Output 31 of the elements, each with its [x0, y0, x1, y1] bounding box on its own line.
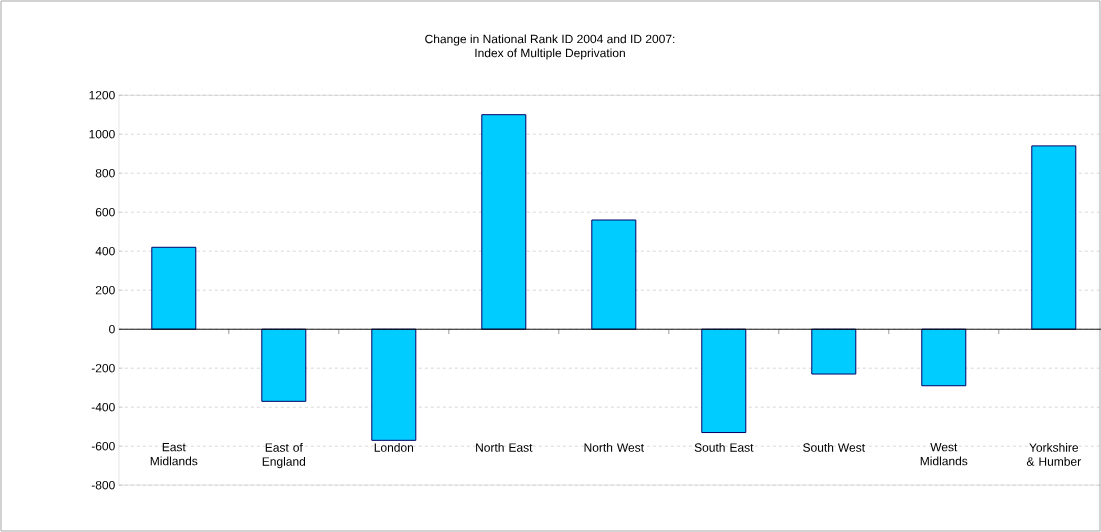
x-tick-label: East Midlands — [150, 442, 198, 466]
x-tick-label: South East — [694, 442, 754, 452]
bar — [1031, 145, 1077, 330]
bar — [921, 328, 967, 387]
y-tick-label: 400 — [95, 246, 115, 256]
y-tick-label: -600 — [91, 441, 115, 451]
x-tick-label: Yorkshire & Humber — [1026, 442, 1081, 466]
y-tick-label: 0 — [109, 324, 115, 334]
bar — [591, 219, 637, 330]
y-tick-label: 800 — [95, 168, 115, 178]
bar — [261, 328, 307, 402]
bar — [371, 328, 417, 441]
y-tick-label: 1200 — [89, 90, 115, 100]
bar — [481, 114, 527, 330]
y-tick-label: -400 — [91, 402, 115, 412]
y-tick-label: -200 — [91, 363, 115, 373]
y-tick-label: 600 — [95, 207, 115, 217]
x-tick-label: East of England — [262, 442, 306, 469]
x-tick-label: North East — [476, 442, 533, 452]
chart-subtitle: Index of Multiple Deprivation — [475, 48, 625, 60]
bar — [151, 246, 197, 330]
x-tick-label: South West — [803, 442, 865, 452]
x-tick-label: West Midlands — [920, 442, 968, 466]
bar — [811, 328, 857, 375]
x-tick-label: North West — [584, 442, 644, 452]
y-tick-label: -800 — [91, 480, 115, 490]
bar — [701, 328, 747, 434]
y-tick-label: 200 — [95, 285, 115, 295]
y-tick-label: 1000 — [89, 129, 115, 139]
chart-title: Change in National Rank ID 2004 and ID 2007: — [425, 34, 675, 46]
x-tick-label: London — [374, 442, 414, 452]
